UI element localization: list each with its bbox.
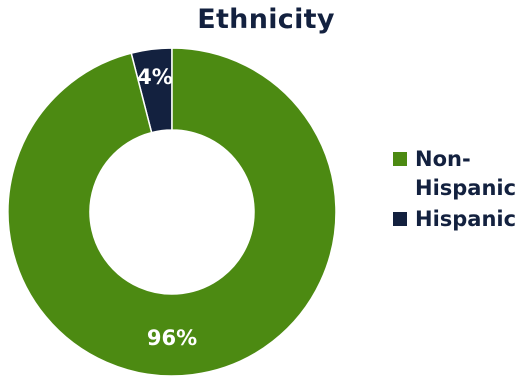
legend-label-hispanic: Hispanic xyxy=(415,207,517,231)
legend: Non-Hispanic Hispanic xyxy=(393,145,532,236)
data-label-non-hispanic: 96% xyxy=(147,326,197,350)
legend-item-hispanic: Hispanic xyxy=(393,205,532,234)
legend-item-non-hispanic: Non-Hispanic xyxy=(393,145,532,203)
data-label-hispanic: 4% xyxy=(137,65,173,89)
legend-swatch-hispanic xyxy=(393,212,407,226)
chart-title: Ethnicity xyxy=(197,4,335,35)
legend-label-non-hispanic: Non-Hispanic xyxy=(415,147,517,200)
slice-non-hispanic xyxy=(7,47,337,376)
legend-swatch-non-hispanic xyxy=(393,152,407,166)
